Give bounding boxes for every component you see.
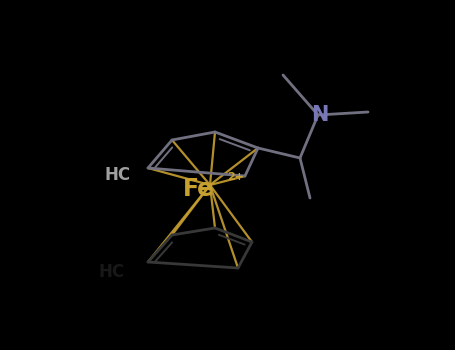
Text: N: N bbox=[311, 105, 329, 125]
Text: HC: HC bbox=[105, 166, 131, 184]
Text: HC: HC bbox=[99, 263, 125, 281]
Text: Fe: Fe bbox=[182, 177, 213, 201]
Text: 2+: 2+ bbox=[228, 172, 244, 182]
